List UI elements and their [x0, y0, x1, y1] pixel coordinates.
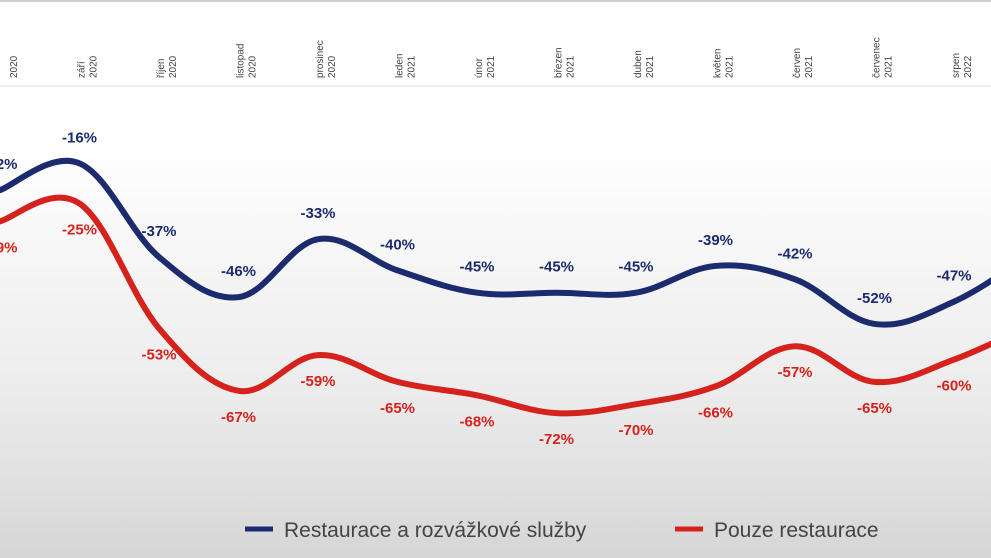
x-tick-year: 2020: [327, 55, 338, 78]
data-label: -39%: [698, 232, 733, 249]
x-tick-month: září: [77, 61, 88, 78]
data-label: -45%: [539, 259, 574, 276]
x-tick-month: březen: [554, 47, 565, 78]
data-label: -37%: [141, 223, 176, 240]
x-tick-label: červenec 2021: [872, 37, 895, 78]
x-tick-month: listopad: [236, 44, 247, 78]
series-line-pouze-restaurace: [0, 194, 991, 417]
x-tick-year: 2021: [407, 55, 418, 78]
data-label: -22%: [0, 156, 18, 173]
x-tick-month: prosinec: [315, 40, 326, 78]
data-labels: -22% -16% -37% -46% -33% -40% -45% -45% -45% -39%…: [0, 129, 972, 448]
legend-label: Restaurace a rozvážkové služby: [284, 519, 587, 542]
x-tick-year: 2021: [884, 55, 895, 78]
x-tick-label: srpen 2022: [951, 53, 974, 78]
x-tick-year: 2020: [89, 55, 100, 78]
x-tick-year: 2020: [168, 55, 179, 78]
data-label: -72%: [539, 431, 574, 448]
x-tick-label: únor 2021: [474, 55, 497, 78]
x-tick-label: květen 2021: [713, 49, 736, 78]
x-tick-year: 2022: [963, 55, 974, 78]
data-label: -40%: [380, 236, 415, 253]
x-tick-label: září 2020: [77, 55, 100, 78]
legend: Restaurace a rozvážkové služby Pouze rest…: [245, 519, 879, 542]
data-label: -25%: [62, 222, 97, 239]
x-tick-month: červen: [792, 48, 803, 78]
x-tick-month: červenec: [872, 37, 883, 78]
data-label: -42%: [777, 245, 812, 262]
x-tick-month: únor: [474, 57, 485, 78]
x-tick-label: prosinec 2020: [315, 40, 338, 78]
data-label: -29%: [0, 239, 18, 256]
x-tick-month: duben: [633, 50, 644, 78]
x-tick-month: srpen: [951, 53, 962, 78]
x-tick-label: říjen 2020: [156, 55, 179, 78]
data-label: -67%: [221, 409, 256, 426]
x-tick-year: 2021: [725, 55, 736, 78]
x-axis-ticks: 2020 září 2020 říjen 2020 listopad 2020 prosine…: [9, 37, 974, 78]
x-tick-label: listopad 2020: [236, 44, 259, 78]
x-tick-year: 2021: [804, 55, 815, 78]
x-tick-label: duben 2021: [633, 50, 656, 78]
x-tick-year: 2021: [566, 55, 577, 78]
data-label: -33%: [300, 205, 335, 222]
x-tick-year: 2020: [9, 55, 20, 78]
x-tick-label: 2020: [9, 55, 20, 78]
data-label: -68%: [459, 413, 494, 430]
data-label: -60%: [936, 378, 971, 395]
data-label: -53%: [141, 346, 176, 363]
data-label: -65%: [380, 400, 415, 417]
data-label: -45%: [459, 259, 494, 276]
data-label: -52%: [857, 290, 892, 307]
x-tick-year: 2021: [645, 55, 656, 78]
x-tick-label: březen 2021: [554, 47, 577, 78]
x-tick-year: 2021: [486, 55, 497, 78]
data-label: -65%: [857, 400, 892, 417]
data-label: -16%: [62, 129, 97, 146]
series-lines: [0, 158, 991, 417]
data-label: -47%: [936, 268, 971, 285]
data-label: -45%: [618, 259, 653, 276]
legend-label: Pouze restaurace: [714, 519, 879, 542]
x-tick-label: leden 2021: [395, 54, 418, 78]
series-line-restaurace-a-rozvazkove-sluzby: [0, 158, 991, 328]
x-tick-label: červen 2021: [792, 48, 815, 78]
data-label: -57%: [777, 364, 812, 381]
data-label: -70%: [618, 422, 653, 439]
data-label: -46%: [221, 263, 256, 280]
x-tick-month: říjen: [156, 59, 167, 78]
x-tick-year: 2020: [248, 55, 259, 78]
x-tick-month: leden: [395, 54, 406, 78]
data-label: -66%: [698, 404, 733, 421]
data-label: -59%: [300, 373, 335, 390]
x-tick-month: květen: [713, 49, 724, 78]
